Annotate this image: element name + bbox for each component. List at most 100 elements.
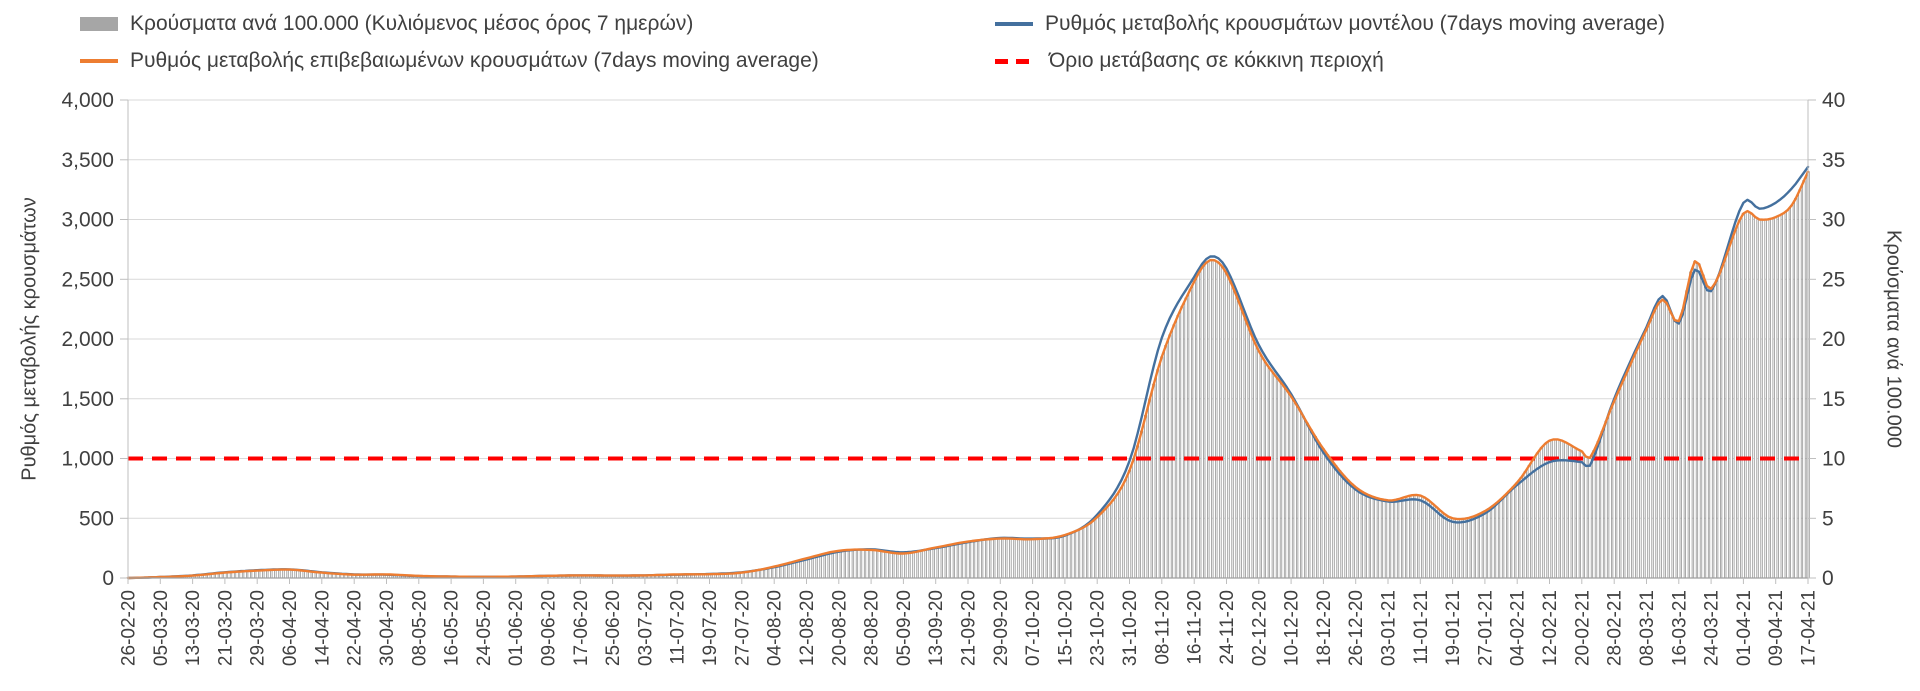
daily-bar — [877, 550, 881, 579]
daily-bar — [1794, 197, 1798, 579]
legend-item-confirmed-rate: Ρυθμός μεταβολής επιβεβαιωμένων κρουσμάτ… — [80, 49, 819, 73]
daily-bar — [1164, 345, 1168, 579]
daily-bar — [1176, 315, 1180, 579]
x-axis-tick-label: 08-05-20 — [409, 590, 430, 666]
daily-bar — [1107, 504, 1111, 579]
right-axis-tick-label: 5 — [1822, 507, 1834, 530]
daily-bar — [1426, 499, 1430, 579]
x-axis-tick-label: 18-12-20 — [1314, 590, 1335, 666]
x-axis-tick-label: 20-08-20 — [829, 590, 850, 666]
daily-bar — [1010, 538, 1015, 579]
daily-bar — [1067, 533, 1071, 579]
x-axis-tick-label: 08-11-20 — [1152, 590, 1173, 665]
daily-bar — [283, 569, 288, 579]
daily-bar — [1031, 538, 1035, 579]
daily-bar — [1483, 510, 1487, 579]
x-axis-tick-label: 17-06-20 — [571, 590, 592, 666]
daily-bar — [1580, 450, 1584, 579]
left-axis-tick-label: 0 — [102, 567, 114, 590]
daily-bar — [1257, 350, 1261, 579]
daily-bar — [1467, 517, 1471, 579]
daily-bar — [1479, 512, 1483, 579]
daily-bar — [1737, 220, 1741, 579]
x-axis-tick-label: 31-10-20 — [1120, 590, 1141, 666]
x-axis-tick-label: 19-01-21 — [1443, 590, 1464, 666]
threshold-dash-swatch-icon — [995, 58, 1037, 64]
daily-bar — [1434, 506, 1439, 579]
daily-bar — [994, 538, 998, 579]
daily-bar — [1156, 369, 1160, 579]
left-axis-tick-label: 4,000 — [61, 89, 114, 112]
daily-bar — [1002, 538, 1006, 579]
daily-bar — [857, 549, 861, 579]
daily-bar — [1148, 399, 1152, 579]
daily-bar — [1507, 490, 1511, 579]
daily-bar — [1131, 458, 1136, 579]
daily-bar — [1471, 516, 1475, 579]
daily-bar — [1228, 281, 1233, 579]
daily-bar — [893, 552, 897, 579]
daily-bar — [1802, 180, 1806, 579]
daily-bar — [1612, 400, 1616, 579]
daily-bar — [1406, 495, 1410, 579]
x-axis-tick-label: 11-07-20 — [668, 590, 689, 665]
daily-bar — [1144, 415, 1148, 579]
daily-bar — [825, 552, 829, 579]
daily-bar — [1184, 297, 1188, 579]
daily-bar — [1729, 240, 1733, 579]
right-axis-tick-label: 25 — [1822, 268, 1845, 291]
x-axis-tick-label: 01-06-20 — [506, 590, 527, 666]
daily-bar — [962, 541, 966, 579]
x-axis-tick-label: 19-07-20 — [700, 590, 721, 666]
x-axis-tick-label: 02-12-20 — [1249, 590, 1270, 666]
daily-bar — [821, 553, 825, 579]
daily-bar — [1232, 290, 1237, 579]
daily-bar — [1669, 311, 1673, 579]
daily-bar — [885, 551, 889, 579]
daily-bar — [1321, 448, 1325, 579]
daily-bar — [1293, 402, 1297, 579]
daily-bar — [1600, 431, 1604, 579]
legend-item-red-threshold: Όριο μετάβασης σε κόκκινη περιοχή — [995, 49, 1384, 73]
right-axis-tick-label: 0 — [1822, 567, 1834, 590]
daily-bar — [1725, 252, 1729, 579]
right-axis-tick-label: 30 — [1822, 209, 1845, 232]
daily-bar — [1196, 273, 1200, 579]
daily-bar — [1212, 259, 1216, 579]
daily-bar — [1770, 218, 1774, 579]
daily-bar — [1261, 357, 1265, 579]
daily-bar — [841, 549, 845, 579]
y-axis-labels: 4,000 3,500 3,000 2,500 2,000 1,500 1,000 500 0 4… — [61, 89, 1845, 590]
daily-bar — [1644, 329, 1649, 579]
daily-bar — [1026, 538, 1031, 579]
x-axis-tick-label: 27-07-20 — [732, 590, 753, 666]
daily-bar — [1438, 510, 1443, 579]
x-axis-tick-label: 03-07-20 — [635, 590, 656, 666]
daily-bar — [1341, 474, 1346, 579]
x-axis-tick-label: 10-12-20 — [1282, 590, 1303, 666]
daily-bar — [1693, 260, 1697, 579]
legend-item-cases-per-100k: Κρούσματα ανά 100.000 (Κυλιόμενος μέσος … — [80, 12, 693, 36]
daily-bar — [926, 548, 930, 579]
daily-bar — [1079, 528, 1083, 579]
daily-bar — [913, 551, 918, 579]
daily-bar — [1430, 503, 1435, 579]
daily-bar — [982, 539, 986, 579]
daily-bar — [1677, 320, 1681, 579]
daily-bar — [958, 542, 962, 579]
daily-bar — [1766, 219, 1770, 579]
daily-bar — [804, 557, 809, 579]
daily-bar — [1236, 300, 1241, 579]
daily-bar — [1459, 518, 1463, 579]
daily-bar — [1798, 189, 1802, 579]
daily-bar — [1055, 536, 1059, 579]
x-axis-tick-label: 08-03-21 — [1637, 590, 1658, 666]
gridlines — [128, 99, 1808, 519]
x-axis-tick-label: 09-04-21 — [1766, 590, 1787, 666]
daily-bar — [1333, 465, 1338, 579]
daily-bar — [275, 569, 280, 579]
daily-bar — [966, 541, 970, 579]
left-axis-tick-label: 500 — [79, 507, 114, 530]
